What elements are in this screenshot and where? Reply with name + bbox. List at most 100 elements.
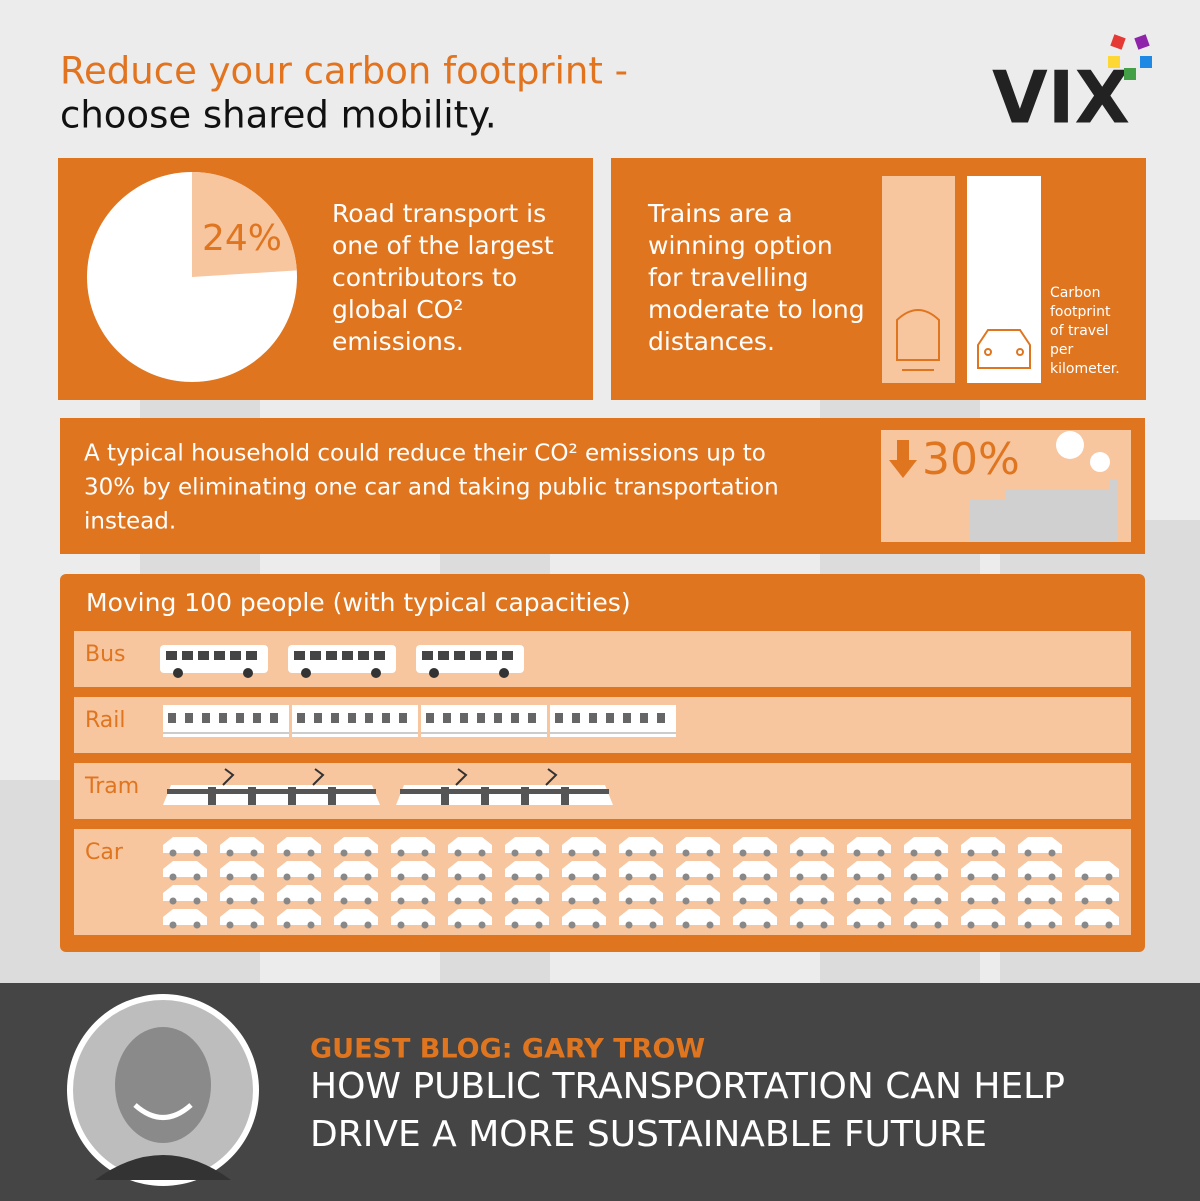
wheel: [649, 873, 657, 881]
car-body: [163, 837, 207, 853]
reduction-label: 30%: [922, 434, 1020, 485]
car-body: [961, 909, 1005, 925]
car-body: [562, 909, 606, 925]
rail-window: [426, 713, 434, 723]
headline: HOW PUBLIC TRANSPORTATION CAN HELP: [310, 1066, 1065, 1107]
wheel: [853, 873, 861, 881]
wheel: [910, 849, 918, 857]
car-body: [619, 885, 663, 901]
factory-icon: [970, 431, 1118, 542]
wheel: [535, 873, 543, 881]
text-line: footprint: [1050, 304, 1111, 320]
wheel: [763, 897, 771, 905]
car-body: [562, 885, 606, 901]
car-body: [505, 861, 549, 877]
car-body: [733, 909, 777, 925]
wheel: [739, 921, 747, 929]
kicker: GUEST BLOG: GARY TROW: [310, 1034, 705, 1065]
wheel: [421, 897, 429, 905]
wheel: [991, 921, 999, 929]
tram-door: [248, 787, 256, 805]
car-body: [505, 837, 549, 853]
car-body: [220, 861, 264, 877]
text-line: distances.: [648, 327, 775, 356]
wheel: [364, 849, 372, 857]
car-body: [1018, 909, 1062, 925]
pantograph: [222, 768, 325, 786]
rail-window: [185, 713, 193, 723]
wheel: [910, 897, 918, 905]
wheel: [820, 849, 828, 857]
wheel: [1048, 849, 1056, 857]
wheel: [877, 873, 885, 881]
wheel: [592, 921, 600, 929]
wheel: [283, 873, 291, 881]
wheel: [991, 897, 999, 905]
row-label: Bus: [85, 642, 126, 667]
wheel: [592, 897, 600, 905]
rail-window: [168, 713, 176, 723]
wheel: [364, 921, 372, 929]
wheel: [429, 668, 439, 678]
wheel: [934, 873, 942, 881]
wheel: [967, 849, 975, 857]
tram-body: [163, 785, 380, 805]
car-body: [334, 885, 378, 901]
car-body: [163, 861, 207, 877]
wheel: [625, 873, 633, 881]
rail-window: [657, 713, 665, 723]
wheel: [967, 921, 975, 929]
car-body: [391, 885, 435, 901]
car-body: [790, 837, 834, 853]
icon-group: [163, 705, 676, 737]
row-label: Tram: [84, 774, 139, 799]
text-line: per: [1050, 342, 1074, 358]
wheel: [1048, 921, 1056, 929]
rail-window: [606, 713, 614, 723]
wheel: [397, 897, 405, 905]
car-body: [733, 837, 777, 853]
bus-window: [358, 651, 369, 660]
rail-window: [399, 713, 407, 723]
rail-window: [365, 713, 373, 723]
wheel: [340, 873, 348, 881]
train-icon: [896, 309, 940, 371]
row-label: Rail: [85, 708, 126, 733]
car-body: [904, 837, 948, 853]
wheel: [250, 897, 258, 905]
car-body: [448, 861, 492, 877]
logo: VIX: [992, 56, 1130, 140]
wheel: [478, 873, 486, 881]
wheel: [796, 897, 804, 905]
car-body: [220, 837, 264, 853]
bus-window: [246, 651, 257, 660]
bus-window: [310, 651, 321, 660]
wheel: [499, 668, 509, 678]
wheel: [364, 873, 372, 881]
pie-label: 24%: [202, 218, 282, 259]
wheel: [682, 897, 690, 905]
tram-body: [396, 785, 613, 805]
wheel: [877, 897, 885, 905]
car-body: [733, 861, 777, 877]
wheel: [193, 873, 201, 881]
wheel: [307, 873, 315, 881]
bus-window: [470, 651, 481, 660]
car-body: [391, 861, 435, 877]
text-line: global CO²: [332, 295, 463, 324]
text-line: emissions.: [332, 327, 464, 356]
car-body: [847, 909, 891, 925]
car-body: [448, 885, 492, 901]
wheel: [682, 873, 690, 881]
wheel: [226, 849, 234, 857]
car-body: [904, 885, 948, 901]
wheel: [1105, 897, 1113, 905]
car-body: [961, 861, 1005, 877]
rail-window: [528, 713, 536, 723]
wheel: [364, 897, 372, 905]
car-body: [391, 837, 435, 853]
title: choose shared mobility.: [60, 94, 497, 137]
wheel: [511, 921, 519, 929]
wheel: [739, 849, 747, 857]
wheel: [307, 897, 315, 905]
